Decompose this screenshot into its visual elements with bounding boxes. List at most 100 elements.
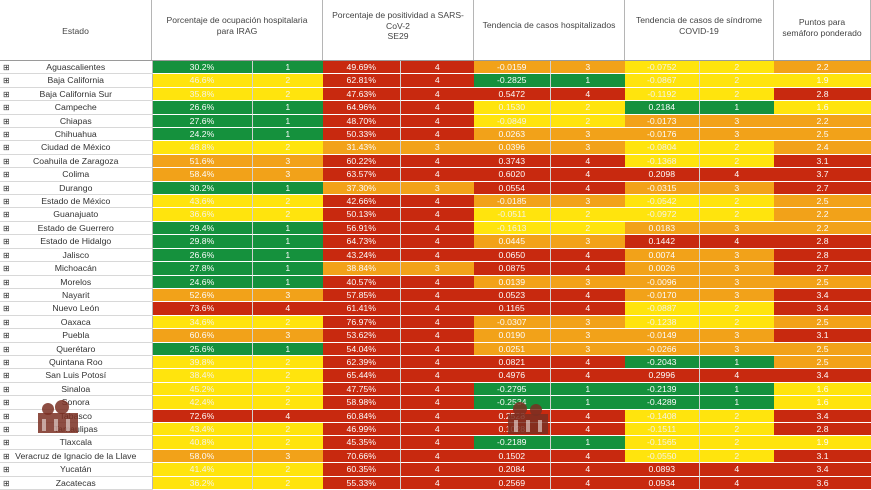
cell-ocupacion: 58.4% <box>152 167 253 182</box>
cell-positividad: 50.13% <box>323 207 401 222</box>
map-icon: ⊞ <box>3 116 10 126</box>
cell-puntos: 2.5 <box>774 127 871 142</box>
cell-ocupacion-puntos: 2 <box>252 194 323 209</box>
cell-tendencia-hosp: 0.5472 <box>474 87 551 102</box>
cell-tendencia-sind-puntos: 3 <box>699 261 774 276</box>
cell-puntos: 3.4 <box>774 288 871 303</box>
cell-ocupacion-puntos: 1 <box>252 275 323 289</box>
cell-ocupacion: 36.2% <box>152 476 253 490</box>
cell-puntos: 1.9 <box>774 73 871 88</box>
cell-estado: ⊞ Veracruz de Ignacio de la Llave <box>0 449 153 464</box>
cell-tendencia-sind-puntos: 2 <box>699 315 774 330</box>
cell-positividad-puntos: 4 <box>400 382 474 397</box>
cell-tendencia-sind: 0.0026 <box>625 261 700 276</box>
cell-positividad-puntos: 4 <box>400 476 474 490</box>
cell-tendencia-sind-puntos: 2 <box>699 154 774 169</box>
cell-ocupacion: 42.4% <box>152 395 253 410</box>
cell-estado: ⊞ San Luis Potosí <box>0 368 153 383</box>
table-row: ⊞ Yucatán 41.4% 2 60.35% 4 0.2084 4 0.0893 4 3.4 <box>0 462 871 477</box>
cell-tendencia-hosp: 0.2569 <box>474 476 551 490</box>
cell-positividad: 38.84% <box>323 261 401 276</box>
cell-tendencia-hosp: 0.1530 <box>474 100 551 115</box>
map-icon: ⊞ <box>3 357 10 367</box>
estado-label: Querétaro <box>56 343 96 354</box>
cell-tendencia-hosp-puntos: 2 <box>550 207 625 222</box>
cell-ocupacion: 36.6% <box>152 207 253 222</box>
cell-positividad: 62.81% <box>323 73 401 88</box>
estado-label: Colima <box>62 169 90 180</box>
table-row: ⊞ Jalisco 26.6% 1 43.24% 4 0.0650 4 0.0074 3 2.8 <box>0 248 871 263</box>
cell-tendencia-hosp: 0.0445 <box>474 234 551 249</box>
table-row: ⊞ Coahuila de Zaragoza 51.6% 3 60.22% 4 0.3743… <box>0 154 871 169</box>
cell-tendencia-sind-puntos: 2 <box>699 140 774 155</box>
cell-tendencia-sind: -0.0972 <box>625 207 700 222</box>
map-icon: ⊞ <box>3 384 10 394</box>
cell-positividad-puntos: 4 <box>400 328 474 343</box>
cell-tendencia-hosp: 0.0875 <box>474 261 551 276</box>
map-icon: ⊞ <box>3 197 10 207</box>
map-icon: ⊞ <box>3 76 10 86</box>
cell-positividad: 40.57% <box>323 275 401 289</box>
cell-puntos: 2.2 <box>774 114 871 129</box>
cell-ocupacion-puntos: 3 <box>252 167 323 182</box>
cell-positividad-puntos: 4 <box>400 234 474 249</box>
cell-ocupacion: 73.6% <box>152 301 253 316</box>
cell-ocupacion: 38.4% <box>152 368 253 383</box>
map-icon: ⊞ <box>3 331 10 341</box>
cell-estado: ⊞ Estado de Guerrero <box>0 221 153 236</box>
cell-tendencia-sind-puntos: 2 <box>699 61 774 75</box>
cell-positividad-puntos: 4 <box>400 87 474 102</box>
cell-tendencia-sind: -0.0867 <box>625 73 700 88</box>
cell-positividad: 61.41% <box>323 301 401 316</box>
cell-estado: ⊞ Nayarit <box>0 288 153 303</box>
cell-positividad-puntos: 4 <box>400 368 474 383</box>
estado-label: Yucatán <box>60 464 92 475</box>
cell-tendencia-hosp-puntos: 2 <box>550 100 625 115</box>
cell-tendencia-hosp-puntos: 3 <box>550 275 625 289</box>
table-row: ⊞ Chihuahua 24.2% 1 50.33% 4 0.0263 3 -0.0176 3 2.… <box>0 127 871 142</box>
cell-tendencia-sind: 0.0934 <box>625 476 700 490</box>
cell-positividad: 47.63% <box>323 87 401 102</box>
cell-tendencia-sind: -0.1368 <box>625 154 700 169</box>
cell-puntos: 1.6 <box>774 395 871 410</box>
estado-label: Nuevo León <box>52 303 100 314</box>
cell-tendencia-hosp-puntos: 4 <box>550 288 625 303</box>
cell-estado: ⊞ Yucatán <box>0 462 153 477</box>
cell-ocupacion: 58.0% <box>152 449 253 464</box>
cell-positividad: 47.75% <box>323 382 401 397</box>
cell-tendencia-sind-puntos: 4 <box>699 167 774 182</box>
cell-ocupacion: 24.6% <box>152 275 253 289</box>
cell-tendencia-hosp: 0.0523 <box>474 288 551 303</box>
table-row: ⊞ Guanajuato 36.6% 2 50.13% 4 -0.0511 2 -0.0972 2… <box>0 207 871 222</box>
cell-estado: ⊞ Michoacán <box>0 261 153 276</box>
cell-ocupacion: 30.2% <box>152 181 253 196</box>
cell-tendencia-sind: -0.2139 <box>625 382 700 397</box>
cell-tendencia-sind-puntos: 2 <box>699 422 774 437</box>
cell-tendencia-sind-puntos: 2 <box>699 449 774 464</box>
cell-tendencia-sind-puntos: 4 <box>699 476 774 490</box>
cell-tendencia-hosp: -0.2825 <box>474 73 551 88</box>
cell-tendencia-sind: 0.0183 <box>625 221 700 236</box>
table-row: ⊞ Nayarit 52.6% 3 57.85% 4 0.0523 4 -0.0170 3 3.4 <box>0 288 871 303</box>
cell-ocupacion: 43.4% <box>152 422 253 437</box>
cell-estado: ⊞ Estado de México <box>0 194 153 209</box>
cell-tendencia-hosp-puntos: 3 <box>550 140 625 155</box>
estado-label: Aguascalientes <box>46 62 106 72</box>
cell-tendencia-hosp-puntos: 4 <box>550 449 625 464</box>
cell-tendencia-hosp: -0.0159 <box>474 61 551 75</box>
cell-tendencia-sind-puntos: 2 <box>699 301 774 316</box>
cell-tendencia-hosp-puntos: 2 <box>550 114 625 129</box>
cell-ocupacion-puntos: 3 <box>252 449 323 464</box>
cell-positividad-puntos: 4 <box>400 342 474 356</box>
cell-tendencia-hosp: 0.2084 <box>474 462 551 477</box>
table-row: ⊞ Estado de Hidalgo 29.8% 1 64.73% 4 0.0445 3 0.… <box>0 234 871 249</box>
cell-ocupacion: 51.6% <box>152 154 253 169</box>
cell-puntos: 3.4 <box>774 462 871 477</box>
cell-tendencia-hosp: -0.2795 <box>474 382 551 397</box>
cell-positividad: 54.04% <box>323 342 401 356</box>
cell-tendencia-hosp-puntos: 2 <box>550 221 625 236</box>
cell-positividad: 64.73% <box>323 234 401 249</box>
cell-tendencia-sind-puntos: 2 <box>699 409 774 423</box>
cell-ocupacion: 27.8% <box>152 261 253 276</box>
cell-estado: ⊞ Tlaxcala <box>0 435 153 450</box>
